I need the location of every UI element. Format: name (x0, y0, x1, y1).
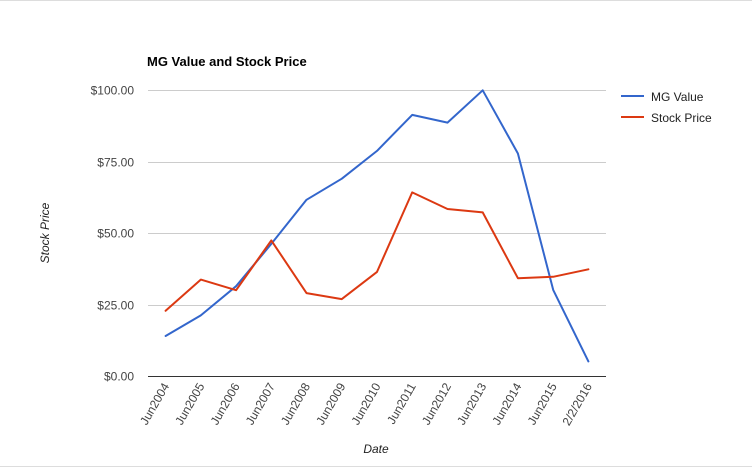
data-point-mg-value[interactable] (586, 359, 591, 364)
y-tick-label: $50.00 (97, 227, 134, 241)
legend: MG Value Stock Price (621, 90, 712, 125)
data-point-mg-value[interactable] (339, 176, 344, 181)
y-tick-label: $25.00 (97, 299, 134, 313)
data-point-stock-price[interactable] (375, 269, 380, 274)
data-point-stock-price[interactable] (445, 207, 450, 212)
series-line-mg-value[interactable] (164, 89, 590, 363)
x-tick-label: Jun2011 (384, 380, 419, 426)
x-tick-label: Jun2007 (243, 380, 278, 427)
x-tick-label: Jun2009 (313, 380, 348, 427)
x-axis-title: Date (363, 442, 389, 456)
x-tick-label: Jun2004 (137, 380, 172, 427)
data-point-mg-value[interactable] (163, 334, 168, 339)
data-point-stock-price[interactable] (269, 238, 274, 243)
y-axis-ticks: $0.00 $25.00 $50.00 $75.00 $100.00 (91, 84, 135, 384)
y-axis-title: Stock Price (38, 202, 52, 263)
series-lines (163, 88, 591, 364)
data-point-stock-price[interactable] (551, 274, 556, 279)
data-point-mg-value[interactable] (375, 148, 380, 153)
data-point-mg-value[interactable] (515, 151, 520, 156)
x-tick-label: Jun2012 (419, 380, 454, 427)
data-point-mg-value[interactable] (410, 112, 415, 117)
legend-label-mg-value: MG Value (651, 90, 704, 104)
data-point-mg-value[interactable] (445, 120, 450, 125)
y-tick-label: $100.00 (91, 84, 135, 98)
data-point-mg-value[interactable] (304, 197, 309, 202)
legend-label-stock-price: Stock Price (651, 111, 712, 125)
x-tick-label: Jun2008 (278, 380, 313, 427)
data-point-stock-price[interactable] (480, 210, 485, 215)
x-tick-label: Jun2005 (172, 380, 207, 427)
x-tick-label: Jun2014 (489, 380, 524, 427)
x-tick-label: Jun2006 (208, 380, 243, 427)
gridlines (148, 90, 606, 306)
data-point-stock-price[interactable] (410, 190, 415, 195)
data-point-mg-value[interactable] (198, 313, 203, 318)
legend-item-mg-value[interactable]: MG Value (621, 90, 704, 104)
data-point-stock-price[interactable] (198, 277, 203, 282)
y-tick-label: $75.00 (97, 156, 134, 170)
y-tick-label: $0.00 (104, 370, 134, 384)
x-tick-label: 2/2/2016 (560, 380, 596, 428)
x-tick-label: Jun2010 (348, 380, 383, 427)
legend-item-stock-price[interactable]: Stock Price (621, 111, 712, 125)
data-point-stock-price[interactable] (515, 276, 520, 281)
chart-title: MG Value and Stock Price (147, 54, 307, 69)
data-point-stock-price[interactable] (163, 308, 168, 313)
x-tick-label: Jun2013 (454, 380, 489, 427)
data-point-stock-price[interactable] (304, 291, 309, 296)
data-point-stock-price[interactable] (339, 297, 344, 302)
x-axis-ticks: Jun2004 Jun2005 Jun2006 Jun2007 Jun2008 Jun20… (137, 380, 595, 428)
data-point-stock-price[interactable] (586, 267, 591, 272)
data-point-mg-value[interactable] (551, 287, 556, 292)
data-point-stock-price[interactable] (234, 288, 239, 293)
x-tick-label: Jun2015 (525, 380, 560, 427)
data-point-mg-value[interactable] (480, 88, 485, 93)
series-line-stock-price[interactable] (164, 191, 590, 312)
